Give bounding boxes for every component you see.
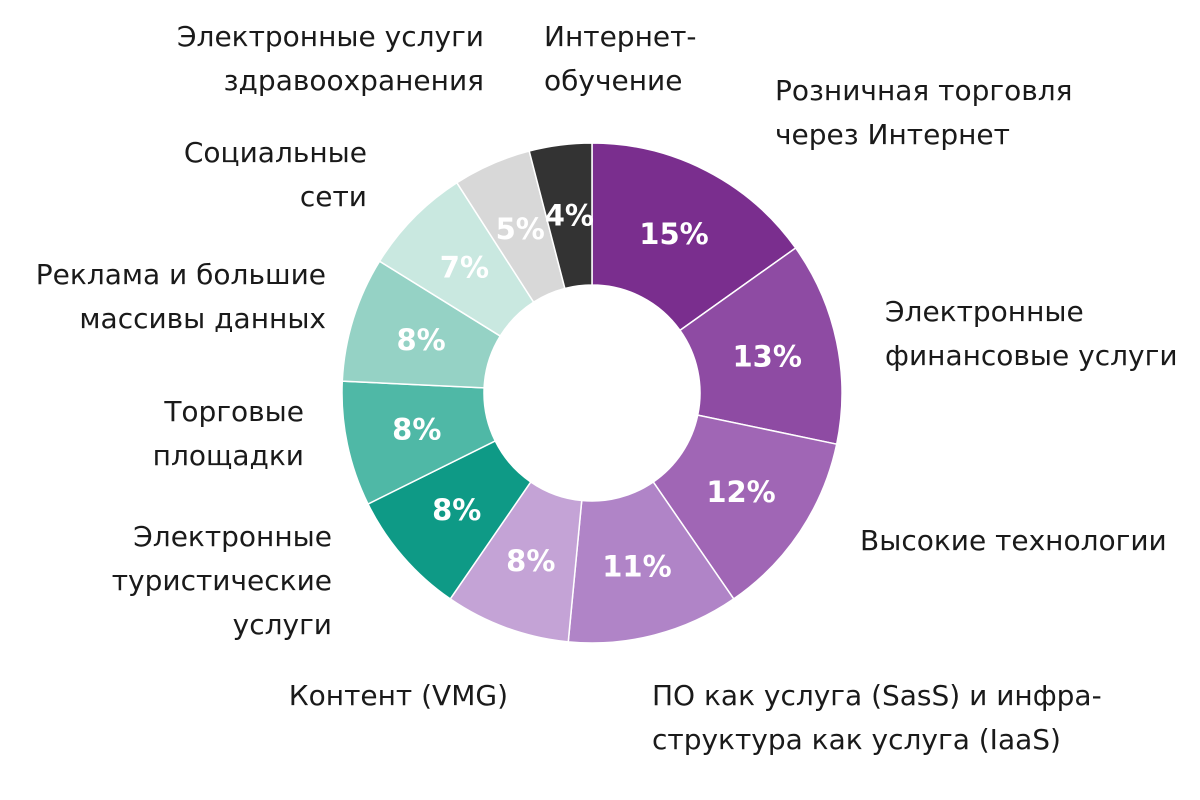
slice-label-advertising: Реклама и большие массивы данных	[35, 258, 326, 335]
donut-slice-2	[652, 414, 838, 600]
slice-label-travel: Электронные туристические услуги	[111, 520, 332, 641]
slice-percent-label-8: 7%	[440, 250, 489, 284]
slice-percent-label-9: 5%	[496, 212, 545, 246]
donut-slice-3	[567, 480, 735, 644]
donut-slice-10	[528, 142, 593, 290]
slice-label-health: Электронные услуги здравоохранения	[177, 20, 484, 97]
slice-label-content: Контент (VMG)	[288, 679, 508, 712]
slice-label-hightech: Высокие технологии	[860, 524, 1167, 557]
slice-label-marketplaces: Торговые площадки	[152, 395, 304, 472]
slice-label-social: Социальные сети	[183, 136, 367, 213]
slice-percent-label-4: 8%	[506, 544, 555, 578]
slice-label-education: Интернет- обучение	[544, 20, 697, 97]
slice-percent-label-7: 8%	[396, 323, 445, 357]
slice-percent-label-5: 8%	[432, 493, 481, 527]
slice-percent-label-10: 4%	[545, 198, 594, 232]
slice-label-fintech: Электронные финансовые услуги	[885, 295, 1178, 372]
slice-percent-label-6: 8%	[392, 413, 441, 447]
slice-percent-label-1: 13%	[732, 339, 801, 373]
slice-percent-label-0: 15%	[639, 217, 708, 251]
donut-slice-1	[678, 246, 843, 446]
slice-label-saas-iaas: ПО как услуга (SasS) и инфра- структура …	[652, 679, 1102, 756]
slice-percent-label-2: 12%	[706, 475, 775, 509]
slice-percent-label-3: 11%	[602, 549, 671, 583]
slice-label-retail: Розничная торговля через Интернет	[775, 74, 1073, 151]
